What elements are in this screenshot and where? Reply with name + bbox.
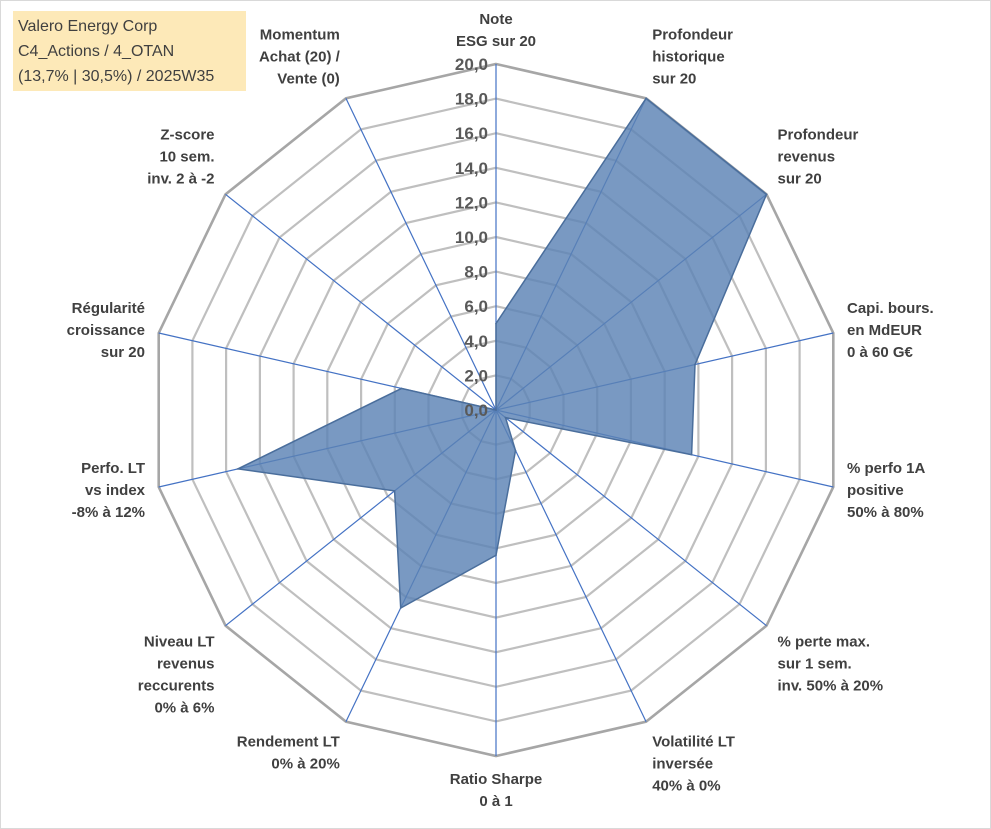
tick-label: 12,0 (455, 193, 488, 212)
tick-label: 4,0 (464, 332, 488, 351)
data-point (495, 322, 497, 325)
axis-label: Régularité croissance sur 20 (67, 300, 145, 361)
data-point (765, 193, 768, 196)
axis-spoke (495, 409, 767, 627)
data-point (393, 490, 396, 492)
radar-tick-labels: 0,0 2,0 4,0 6,0 8,0 10,0 12,0 14,0 16,0 18,0 20,0 (455, 55, 488, 420)
title-box: Valero Energy Corp C4_Actions / 4_OTAN (… (13, 11, 246, 91)
axis-label: Perfo. LT vs index -8% à 12% (72, 460, 146, 521)
axis-label: Volatilité LT inversée 40% à 0% (652, 733, 735, 794)
tick-label: 20,0 (455, 55, 488, 74)
data-point (645, 97, 647, 100)
axis-label: Niveau LT revenus reccurents 0% à 6% (138, 634, 215, 717)
radar-series (235, 97, 768, 610)
axis-label: % perte max. sur 1 sem. inv. 50% à 20% (778, 634, 884, 695)
tick-label: 6,0 (464, 297, 488, 316)
axis-label: Capi. bours. en MdEUR 0 à 60 G€ (847, 300, 934, 361)
title-line-company: Valero Energy Corp (18, 18, 158, 35)
title-line-stats: (13,7% | 30,5%) / 2025W35 (18, 68, 215, 85)
tick-label: 14,0 (455, 159, 488, 178)
data-point (694, 363, 696, 366)
axis-label: Profondeur revenus sur 20 (778, 127, 859, 188)
data-point (400, 387, 403, 390)
tick-label: 0,0 (464, 401, 488, 420)
axis-label: % perfo 1A positive 50% à 80% (847, 460, 926, 521)
data-point (690, 453, 693, 456)
tick-label: 18,0 (455, 90, 488, 109)
data-point (495, 409, 497, 411)
axis-spoke (225, 193, 497, 411)
tick-label: 2,0 (464, 366, 488, 385)
title-line-category: C4_Actions / 4_OTAN (18, 43, 175, 60)
axis-label: Note ESG sur 20 (456, 11, 536, 50)
data-point (237, 468, 239, 470)
data-point (399, 607, 402, 609)
axis-spoke (495, 409, 647, 722)
axis-label: Ratio Sharpe 0 à 1 (450, 771, 543, 810)
data-point (504, 416, 507, 419)
axis-label: Z-score 10 sem. inv. 2 à -2 (147, 127, 214, 188)
tick-label: 16,0 (455, 124, 488, 143)
axis-spoke (345, 98, 497, 411)
tick-label: 10,0 (455, 228, 488, 247)
series-area (235, 97, 768, 610)
axis-label: Rendement LT 0% à 20% (237, 733, 340, 772)
radar-axis-labels: Note ESG sur 20 Profondeur historique sur 20… (67, 11, 934, 810)
tick-label: 8,0 (464, 263, 488, 282)
data-point (514, 449, 517, 452)
data-point (495, 554, 497, 557)
axis-label: Profondeur historique sur 20 (652, 27, 733, 88)
axis-label: Momentum Achat (20) / Vente (0) (259, 27, 341, 88)
